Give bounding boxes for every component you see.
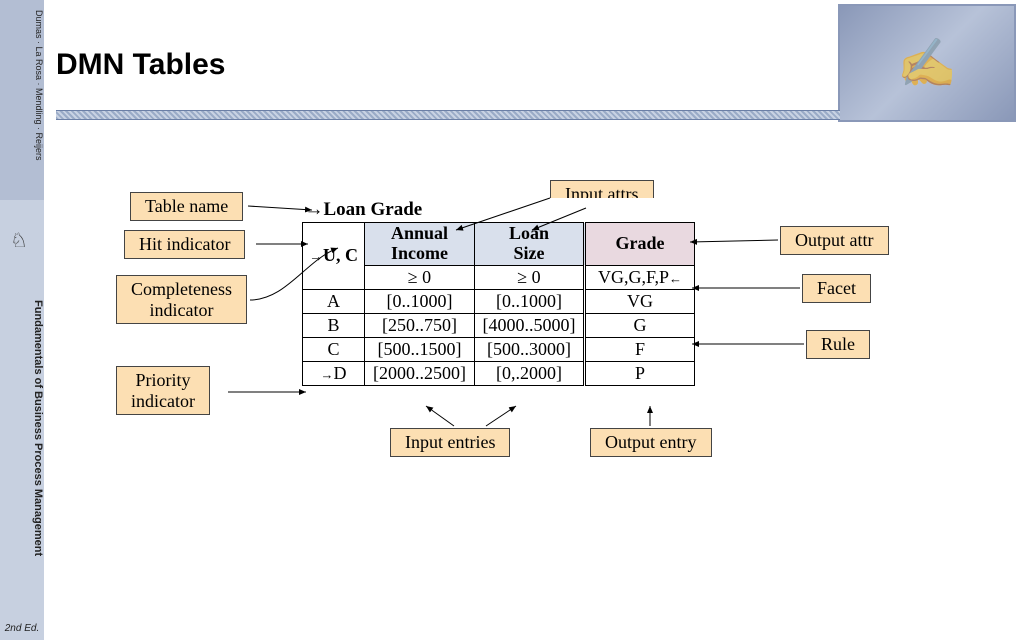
knight-icon: ♘ xyxy=(10,228,28,253)
callout-hit-indicator: Hit indicator xyxy=(124,230,245,259)
table-name-cell: →Loan Grade xyxy=(303,198,695,223)
rule-B-in-0: [250..750] xyxy=(365,313,475,337)
title-rule xyxy=(56,110,840,120)
rule-B-out: G xyxy=(585,313,695,337)
rule-D-out: P xyxy=(585,361,695,385)
rule-A-in-1: [0..1000] xyxy=(475,289,585,313)
hit-cell: →U, C xyxy=(303,223,365,290)
table-name-row: →Loan Grade xyxy=(303,198,695,223)
rule-A-out: VG xyxy=(585,289,695,313)
callout-completeness-indicator: Completenessindicator xyxy=(116,275,247,324)
callout-output-entry: Output entry xyxy=(590,428,712,457)
rule-id-A: A xyxy=(303,289,365,313)
sidebar-edition: 2nd Ed. xyxy=(0,623,44,634)
rule-C-out: F xyxy=(585,337,695,361)
callout-facet: Facet xyxy=(802,274,871,303)
input-header-0: AnnualIncome xyxy=(365,223,475,266)
dmn-diagram: Table name Hit indicator Completenessind… xyxy=(56,170,996,500)
input-header-1: LoanSize xyxy=(475,223,585,266)
sidebar-authors: Dumas · La Rosa · Mendling · Reijers xyxy=(0,10,44,161)
domain-out: VG,G,F,P← xyxy=(585,265,695,289)
hit-text: U, C xyxy=(323,245,358,265)
table-header-row: →U, C AnnualIncome LoanSize Grade xyxy=(303,223,695,266)
domain-in-0: ≥ 0 xyxy=(365,265,475,289)
table-name-text: Loan Grade xyxy=(324,199,423,220)
rule-A-in-0: [0..1000] xyxy=(365,289,475,313)
rule-id-C: C xyxy=(303,337,365,361)
page-title: DMN Tables xyxy=(56,48,225,82)
rule-id-B: B xyxy=(303,313,365,337)
domain-in-1: ≥ 0 xyxy=(475,265,585,289)
sidebar: Dumas · La Rosa · Mendling · Reijers ♘ F… xyxy=(0,0,44,640)
callout-priority-indicator: Priorityindicator xyxy=(116,366,210,415)
rule-id-D: →D xyxy=(303,361,365,385)
rule-C-in-1: [500..3000] xyxy=(475,337,585,361)
callout-output-attr: Output attr xyxy=(780,226,889,255)
sidebar-booktitle: Fundamentals of Business Process Managem… xyxy=(0,300,44,556)
header-image xyxy=(838,4,1016,122)
output-header: Grade xyxy=(585,223,695,266)
rule-row-C: C [500..1500] [500..3000] F xyxy=(303,337,695,361)
callout-table-name: Table name xyxy=(130,192,243,221)
callout-input-entries: Input entries xyxy=(390,428,510,457)
rule-row-A: A [0..1000] [0..1000] VG xyxy=(303,289,695,313)
rule-D-in-1: [0,.2000] xyxy=(475,361,585,385)
rule-row-B: B [250..750] [4000..5000] G xyxy=(303,313,695,337)
callout-rule: Rule xyxy=(806,330,870,359)
dmn-table: →Loan Grade →U, C AnnualIncome LoanSize … xyxy=(302,198,695,386)
rule-B-in-1: [4000..5000] xyxy=(475,313,585,337)
rule-C-in-0: [500..1500] xyxy=(365,337,475,361)
rule-D-in-0: [2000..2500] xyxy=(365,361,475,385)
rule-row-D: →D [2000..2500] [0,.2000] P xyxy=(303,361,695,385)
